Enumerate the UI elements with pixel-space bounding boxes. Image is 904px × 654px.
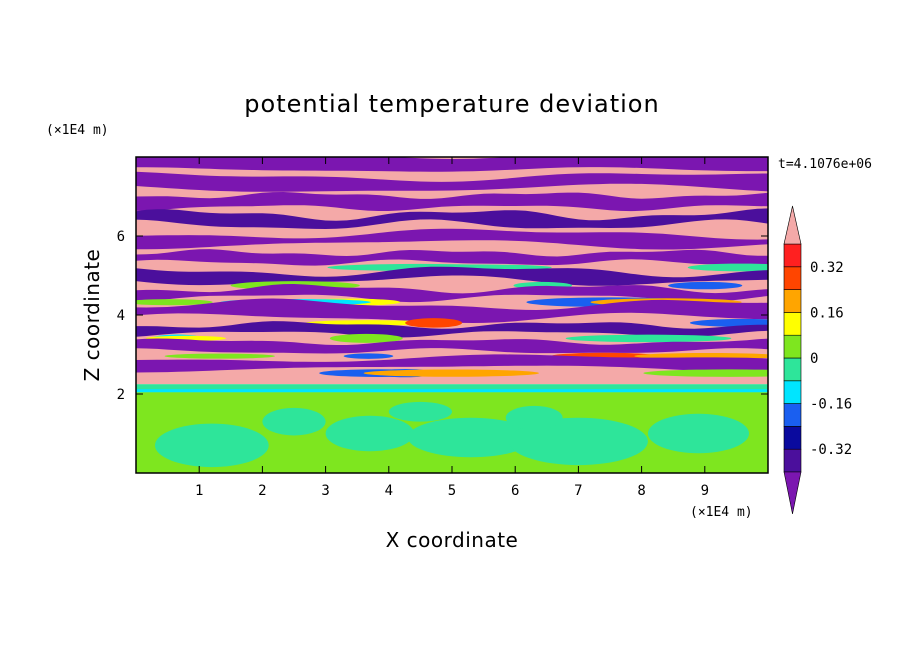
colorbar-label: 0.16: [810, 305, 844, 321]
colorbar-segment: [783, 426, 802, 450]
colorbar-label: 0.32: [810, 260, 844, 276]
y-axis-title: Z coordinate: [80, 249, 104, 382]
turbulent-sliver: [329, 333, 403, 343]
turbulent-sliver: [363, 369, 540, 377]
colorbar-label: 0: [810, 351, 818, 367]
purple-band: [136, 249, 768, 266]
purple-band: [136, 171, 768, 192]
contour-field: [136, 157, 768, 473]
purple-band: [136, 266, 768, 286]
turbulent-sliver: [689, 318, 768, 327]
z-axis-unit: (×1E4 m): [46, 123, 109, 138]
transition-strip: [136, 389, 768, 393]
lower-blob: [647, 413, 750, 454]
x-tick-label: 3: [321, 483, 329, 499]
purple-band: [136, 321, 768, 338]
time-label: t=4.1076e+06: [778, 157, 872, 172]
lower-blob: [154, 423, 269, 468]
turbulent-sliver: [136, 299, 213, 306]
purple-band: [136, 298, 768, 323]
y-tick-label: 6: [117, 229, 125, 245]
x-tick-label: 1: [195, 483, 203, 499]
colorbar-segment: [783, 243, 802, 268]
turbulent-sliver: [164, 353, 275, 359]
colorbar-segment: [783, 380, 802, 404]
turbulent-sliver: [687, 263, 768, 272]
x-tick-label: 8: [637, 483, 645, 499]
x-axis-title: X coordinate: [386, 528, 519, 552]
colorbar-segment: [783, 448, 802, 473]
turbulent-sliver: [305, 320, 433, 326]
purple-band: [136, 157, 768, 172]
x-tick-label: 6: [511, 483, 519, 499]
lower-blob: [325, 415, 415, 452]
lower-blob: [262, 407, 326, 436]
purple-band: [136, 284, 768, 303]
x-axis-unit: (×1E4 m): [690, 505, 753, 520]
purple-band: [136, 208, 768, 229]
x-tick-label: 4: [385, 483, 393, 499]
turbulent-sliver: [405, 318, 463, 328]
colorbar-segment: [783, 312, 802, 336]
y-axis-ticks: 2 4 6: [117, 229, 768, 403]
turbulent-sliver: [343, 353, 394, 359]
chart-title: potential temperature deviation: [244, 90, 659, 118]
purple-band: [136, 228, 768, 250]
x-tick-label: 2: [258, 483, 266, 499]
y-tick-label: 2: [117, 387, 125, 403]
colorbar-over-triangle: [783, 205, 802, 245]
colorbar-segment: [783, 403, 802, 427]
turbulent-sliver: [668, 281, 743, 290]
colorbar-label: -0.32: [810, 442, 852, 458]
turbulent-sliver: [643, 369, 768, 377]
colorbar-label: -0.16: [810, 397, 852, 413]
purple-band: [136, 338, 768, 354]
x-tick-label: 7: [574, 483, 582, 499]
colorbar-segment: [783, 266, 802, 290]
lower-blob: [508, 417, 648, 466]
colorbar-segment: [783, 357, 802, 382]
x-tick-label: 5: [448, 483, 456, 499]
colorbar: -0.32 -0.16 0 0.16 0.32: [783, 205, 852, 515]
colorbar-under-triangle: [783, 471, 802, 515]
colorbar-segment: [783, 289, 802, 313]
lower-blob: [505, 405, 563, 430]
turbulent-sliver: [565, 334, 732, 343]
lower-blob: [388, 401, 452, 422]
colorbar-segment: [783, 334, 802, 359]
transition-strip: [136, 384, 768, 393]
x-axis-ticks: 1 2 3 4 5 6 7 8 9: [195, 157, 709, 499]
lower-blob: [407, 417, 535, 458]
x-tick-label: 9: [701, 483, 709, 499]
purple-band: [136, 192, 768, 212]
purple-band: [136, 354, 768, 373]
y-tick-label: 4: [117, 308, 125, 324]
